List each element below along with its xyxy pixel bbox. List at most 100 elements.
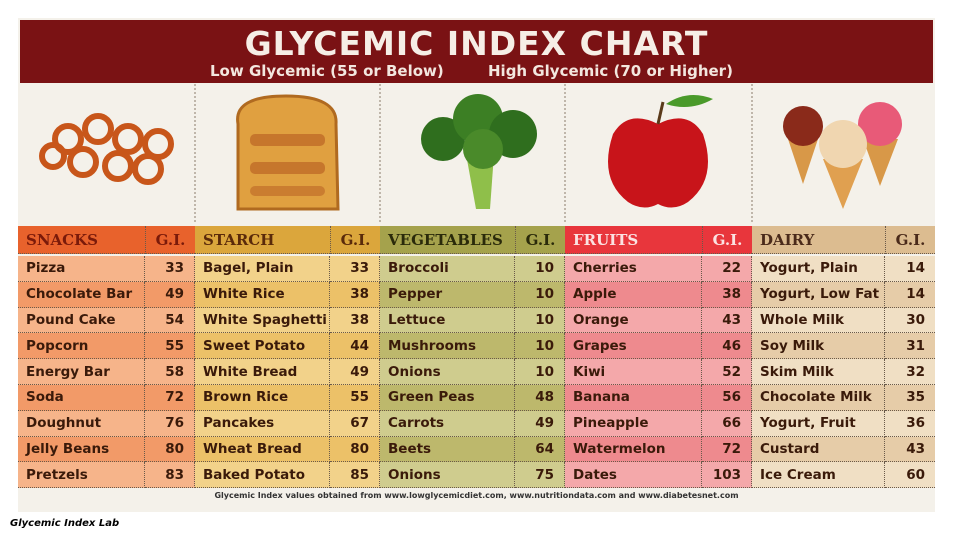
gi-value: 72 [702,436,752,463]
column-header: STARCH [195,226,330,254]
food-name: Banana [565,385,702,411]
food-name: Orange [565,307,702,334]
gi-value: 48 [515,385,565,411]
gi-value: 10 [515,359,565,385]
food-name: Bagel, Plain [195,256,330,282]
food-name: Custard [752,436,885,463]
food-name: Pepper [380,281,515,308]
gi-value: 49 [515,410,565,437]
subtitle-high: High Glycemic (70 or Higher) [488,62,733,80]
gi-value: 52 [702,359,752,385]
food-name: Apple [565,281,702,308]
gi-table: SNACKS G.I. Pizza 33 Chocolate Bar 49 Pound Ca… [18,226,935,489]
food-name: Pound Cake [18,307,145,334]
food-name: Sweet Potato [195,333,330,360]
food-name: Carrots [380,410,515,437]
gi-value: 85 [330,462,380,489]
title: GLYCEMIC INDEX CHART [244,24,709,63]
broccoli-image [421,94,537,209]
food-name: Energy Bar [18,359,145,385]
food-name: Soy Milk [752,333,885,360]
food-name: Dates [565,462,702,489]
gi-header: G.I. [885,226,935,254]
apple-image [608,95,713,208]
food-name: Pretzels [18,462,145,489]
food-name: Grapes [565,333,702,360]
gi-header: G.I. [515,226,565,254]
gi-value: 83 [145,462,195,489]
gi-value: 32 [885,359,935,385]
food-name: Lettuce [380,307,515,334]
image-dividers [194,84,753,224]
food-name: White Bread [195,359,330,385]
gi-value: 80 [145,436,195,463]
food-name: Broccoli [380,256,515,282]
food-name: Watermelon [565,436,702,463]
pretzels-image [39,113,174,185]
caption: Glycemic Index Lab [10,518,120,529]
header: GLYCEMIC INDEX CHART Low Glycemic (55 or… [20,20,933,83]
gi-value: 67 [330,410,380,437]
subtitle-low: Low Glycemic (55 or Below) [210,62,444,80]
column-header: VEGETABLES [380,226,515,254]
gi-value: 75 [515,462,565,489]
food-name: Skim Milk [752,359,885,385]
gi-value: 60 [885,462,935,489]
gi-value: 10 [515,256,565,282]
gi-value: 33 [330,256,380,282]
food-name: White Rice [195,281,330,308]
gi-value: 31 [885,333,935,360]
food-name: Chocolate Bar [18,281,145,308]
gi-value: 35 [885,385,935,411]
gi-value: 10 [515,333,565,360]
gi-value: 46 [702,333,752,360]
food-name: Brown Rice [195,385,330,411]
food-name: Popcorn [18,333,145,360]
gi-value: 66 [702,410,752,437]
gi-value: 72 [145,385,195,411]
food-name: Beets [380,436,515,463]
gi-value: 103 [702,462,752,489]
gi-header: G.I. [145,226,195,254]
food-name: Jelly Beans [18,436,145,463]
gi-header: G.I. [702,226,752,254]
food-name: Wheat Bread [195,436,330,463]
gi-value: 10 [515,281,565,308]
gi-value: 33 [145,256,195,282]
gi-value: 10 [515,307,565,334]
food-name: Onions [380,359,515,385]
food-name: Cherries [565,256,702,282]
gi-value: 76 [145,410,195,437]
gi-value: 14 [885,281,935,308]
food-name: Pancakes [195,410,330,437]
footer-source: Glycemic Index values obtained from www.… [214,491,739,500]
gi-value: 22 [702,256,752,282]
gi-value: 36 [885,410,935,437]
gi-value: 43 [702,307,752,334]
food-name: Yogurt, Fruit [752,410,885,437]
food-name: White Spaghetti [195,307,330,334]
column-header: DAIRY [752,226,885,254]
gi-value: 80 [330,436,380,463]
food-name: Yogurt, Low Fat [752,281,885,308]
food-name: Ice Cream [752,462,885,489]
gi-value: 38 [330,281,380,308]
gi-value: 49 [145,281,195,308]
gi-value: 14 [885,256,935,282]
food-name: Onions [380,462,515,489]
gi-value: 49 [330,359,380,385]
food-name: Pineapple [565,410,702,437]
food-name: Soda [18,385,145,411]
column-header: FRUITS [565,226,702,254]
gi-value: 38 [330,307,380,334]
food-images [39,84,902,224]
gi-value: 58 [145,359,195,385]
food-name: Chocolate Milk [752,385,885,411]
gi-value: 43 [885,436,935,463]
ice-cream-image [783,102,902,209]
food-name: Whole Milk [752,307,885,334]
gi-value: 55 [330,385,380,411]
gi-value: 38 [702,281,752,308]
gi-value: 64 [515,436,565,463]
